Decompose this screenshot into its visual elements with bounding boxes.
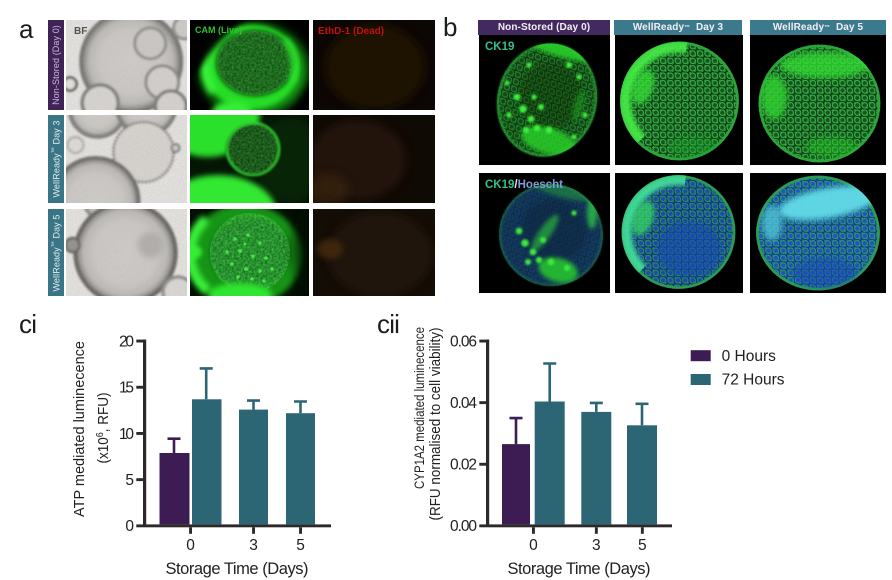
svg-text:(x106, RFU): (x106, RFU) [95, 393, 112, 464]
svg-text:3: 3 [592, 537, 601, 554]
svg-text:5: 5 [638, 537, 647, 554]
svg-text:5: 5 [125, 472, 134, 489]
svg-text:CYP1A2 mediated luminecence: CYP1A2 mediated luminecence [411, 327, 427, 489]
svg-text:5: 5 [296, 537, 305, 554]
svg-text:0.00: 0.00 [450, 518, 477, 535]
svg-text:CAM (Live): CAM (Live) [195, 25, 242, 35]
svg-text:EthD-1 (Dead): EthD-1 (Dead) [318, 26, 384, 37]
svg-text:ATP mediated luminecence: ATP mediated luminecence [71, 341, 88, 517]
svg-text:15: 15 [119, 380, 134, 397]
svg-text:BF: BF [74, 26, 87, 37]
svg-text:CK19: CK19 [485, 41, 514, 53]
svg-text:0.04: 0.04 [450, 395, 477, 412]
svg-text:0: 0 [125, 518, 134, 535]
svg-text:0: 0 [529, 537, 538, 554]
svg-text:20: 20 [119, 333, 134, 350]
svg-text:Storage Time (Days): Storage Time (Days) [166, 560, 309, 578]
svg-text:Storage Time (Days): Storage Time (Days) [508, 560, 651, 578]
svg-text:0.02: 0.02 [450, 457, 477, 474]
svg-text:CK19/Hoescht: CK19/Hoescht [485, 179, 563, 191]
svg-text:3: 3 [249, 537, 258, 554]
svg-text:72 Hours: 72 Hours [722, 372, 785, 389]
svg-text:0 Hours: 0 Hours [722, 348, 777, 365]
svg-text:0.06: 0.06 [450, 333, 477, 350]
svg-text:0: 0 [186, 537, 195, 554]
svg-text:(RFU normalised to cell viabil: (RFU normalised to cell viability) [428, 328, 444, 521]
svg-text:10: 10 [119, 426, 134, 443]
